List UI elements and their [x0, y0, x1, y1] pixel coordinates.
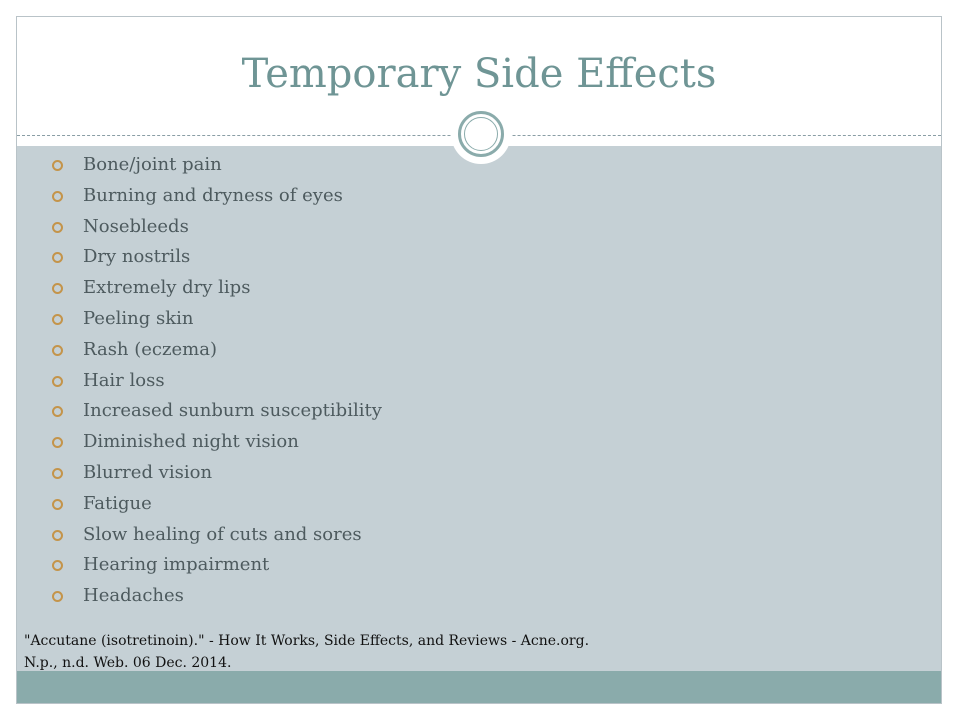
hollow-circle-icon [52, 406, 63, 418]
bullet-text: Peeling skin [83, 307, 194, 329]
citation-line-1: "Accutane (isotretinoin)." - How It Work… [24, 633, 590, 649]
inner-ring [464, 117, 498, 151]
bullet-text: Diminished night vision [83, 431, 299, 453]
content-area [17, 146, 941, 671]
hollow-circle-icon [52, 313, 63, 325]
slide-title: Temporary Side Effects [241, 51, 717, 97]
bullet-text: Extremely dry lips [83, 277, 251, 299]
bullet-text: Hearing impairment [83, 554, 270, 576]
bullet-text: Hair loss [83, 369, 165, 391]
hollow-circle-icon [52, 560, 63, 572]
hollow-circle-icon [52, 160, 63, 171]
bullet-text: Nosebleeds [83, 215, 189, 237]
hollow-circle-icon [52, 344, 63, 356]
citation-line-2: N.p., n.d. Web. 06 Dec. 2014. [24, 655, 232, 671]
bullet-text: Increased sunburn susceptibility [83, 400, 382, 422]
hollow-circle-icon [52, 190, 63, 202]
bullet-text: Slow healing of cuts and sores [83, 523, 362, 545]
divider-ornament [451, 104, 511, 164]
bullet-text: Burning and dryness of eyes [83, 184, 343, 206]
bullet-text: Blurred vision [83, 461, 213, 483]
slide-frame: Temporary Side Effects [16, 16, 942, 704]
footer-band [17, 671, 941, 703]
hollow-circle-icon [52, 529, 63, 541]
hollow-circle-icon [52, 498, 63, 510]
hollow-circle-icon [52, 437, 63, 449]
bullet-text: Rash (eczema) [83, 338, 217, 360]
bullet-text: Headaches [83, 585, 184, 607]
bullet-text: Dry nostrils [83, 246, 191, 268]
bullet-text: Bone/joint pain [83, 154, 222, 175]
citation: "Accutane (isotretinoin)." - How It Work… [24, 630, 644, 674]
bullet-text: Fatigue [83, 492, 152, 514]
hollow-circle-icon [52, 591, 63, 603]
hollow-circle-icon [52, 283, 63, 295]
hollow-circle-icon [52, 221, 63, 233]
hollow-circle-icon [52, 252, 63, 264]
hollow-circle-icon [52, 467, 63, 479]
hollow-circle-icon [52, 375, 63, 387]
double-ring-icon [458, 111, 504, 157]
